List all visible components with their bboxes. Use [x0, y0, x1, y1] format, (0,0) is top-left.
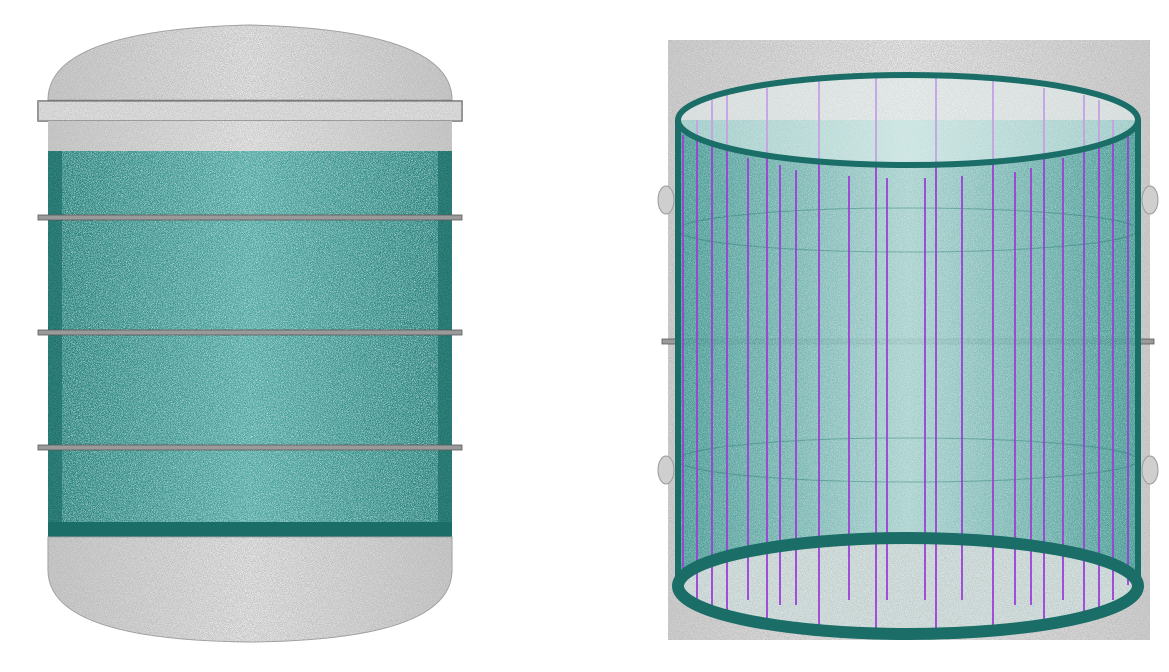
perspective-view: [657, 40, 1159, 640]
lug-upper-right: [1141, 185, 1159, 215]
top-ring: [675, 72, 1141, 168]
side-view: [37, 24, 463, 643]
bottom-ring: [672, 532, 1144, 640]
ring-flanges: [37, 214, 463, 451]
lug-lower-left: [657, 455, 675, 485]
teal-base-band: [48, 522, 452, 537]
lug-upper-left: [657, 185, 675, 215]
lug-lower-right: [1141, 455, 1159, 485]
